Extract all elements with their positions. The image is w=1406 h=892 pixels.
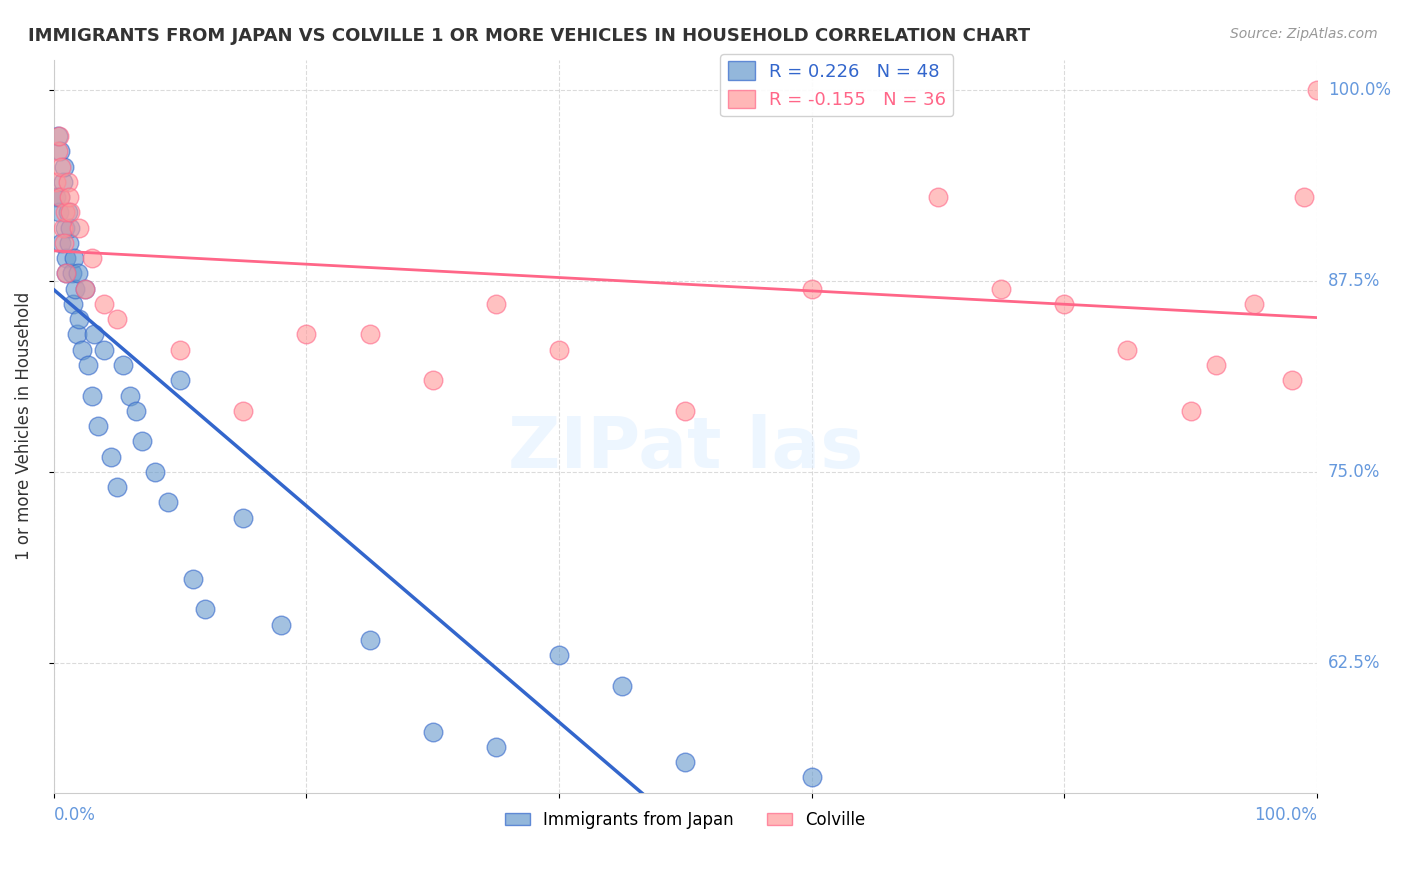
Point — [52, 220, 75, 235]
Point — [80, 388, 103, 402]
Point — [48, 128, 70, 143]
Point — [59, 205, 82, 219]
Point — [181, 572, 204, 586]
Point — [800, 771, 823, 785]
Legend: Immigrants from Japan, Colville: Immigrants from Japan, Colville — [498, 805, 873, 836]
Point — [422, 373, 444, 387]
Point — [232, 404, 254, 418]
Point — [1053, 297, 1076, 311]
Point — [48, 205, 70, 219]
Point — [485, 739, 508, 754]
Point — [1306, 83, 1329, 97]
Point — [1205, 358, 1227, 372]
Point — [51, 160, 73, 174]
Point — [105, 312, 128, 326]
Point — [45, 175, 67, 189]
Point — [485, 297, 508, 311]
Point — [169, 343, 191, 357]
Point — [112, 358, 135, 372]
Point — [67, 220, 90, 235]
Point — [194, 602, 217, 616]
Point — [548, 343, 571, 357]
Point — [295, 327, 318, 342]
Point — [45, 190, 67, 204]
Point — [87, 419, 110, 434]
Text: 100.0%: 100.0% — [1254, 806, 1317, 824]
Point — [359, 632, 381, 647]
Point — [800, 282, 823, 296]
Point — [927, 190, 949, 204]
Point — [673, 404, 696, 418]
Text: IMMIGRANTS FROM JAPAN VS COLVILLE 1 OR MORE VEHICLES IN HOUSEHOLD CORRELATION CH: IMMIGRANTS FROM JAPAN VS COLVILLE 1 OR M… — [28, 27, 1031, 45]
Point — [118, 388, 141, 402]
Point — [46, 145, 69, 159]
Point — [56, 175, 79, 189]
Point — [63, 251, 86, 265]
Point — [156, 495, 179, 509]
Text: ZIPat las: ZIPat las — [508, 414, 863, 483]
Point — [56, 205, 79, 219]
Point — [990, 282, 1012, 296]
Point — [105, 480, 128, 494]
Point — [77, 358, 100, 372]
Point — [548, 648, 571, 663]
Point — [1116, 343, 1139, 357]
Point — [80, 251, 103, 265]
Point — [58, 235, 80, 250]
Point — [65, 282, 87, 296]
Point — [359, 327, 381, 342]
Point — [62, 297, 84, 311]
Point — [673, 755, 696, 769]
Text: 75.0%: 75.0% — [1329, 463, 1381, 481]
Point — [232, 510, 254, 524]
Point — [100, 450, 122, 464]
Point — [169, 373, 191, 387]
Point — [52, 160, 75, 174]
Point — [93, 343, 115, 357]
Text: 0.0%: 0.0% — [53, 806, 96, 824]
Point — [58, 190, 80, 204]
Text: 87.5%: 87.5% — [1329, 272, 1381, 290]
Text: 100.0%: 100.0% — [1329, 81, 1391, 99]
Point — [49, 145, 72, 159]
Point — [53, 205, 76, 219]
Point — [83, 327, 105, 342]
Point — [143, 465, 166, 479]
Text: Source: ZipAtlas.com: Source: ZipAtlas.com — [1230, 27, 1378, 41]
Point — [75, 282, 97, 296]
Point — [66, 267, 89, 281]
Point — [52, 235, 75, 250]
Point — [75, 282, 97, 296]
Point — [612, 679, 634, 693]
Point — [1281, 373, 1303, 387]
Point — [51, 235, 73, 250]
Text: 62.5%: 62.5% — [1329, 654, 1381, 672]
Point — [125, 404, 148, 418]
Point — [59, 220, 82, 235]
Point — [46, 128, 69, 143]
Point — [49, 190, 72, 204]
Point — [131, 434, 153, 449]
Point — [53, 220, 76, 235]
Point — [55, 251, 77, 265]
Point — [55, 267, 77, 281]
Point — [65, 327, 87, 342]
Point — [1180, 404, 1202, 418]
Point — [270, 617, 292, 632]
Point — [60, 267, 83, 281]
Point — [1294, 190, 1316, 204]
Point — [52, 175, 75, 189]
Point — [422, 724, 444, 739]
Y-axis label: 1 or more Vehicles in Household: 1 or more Vehicles in Household — [15, 292, 32, 560]
Point — [93, 297, 115, 311]
Point — [1243, 297, 1265, 311]
Point — [55, 267, 77, 281]
Point — [67, 312, 90, 326]
Point — [70, 343, 93, 357]
Point — [49, 190, 72, 204]
